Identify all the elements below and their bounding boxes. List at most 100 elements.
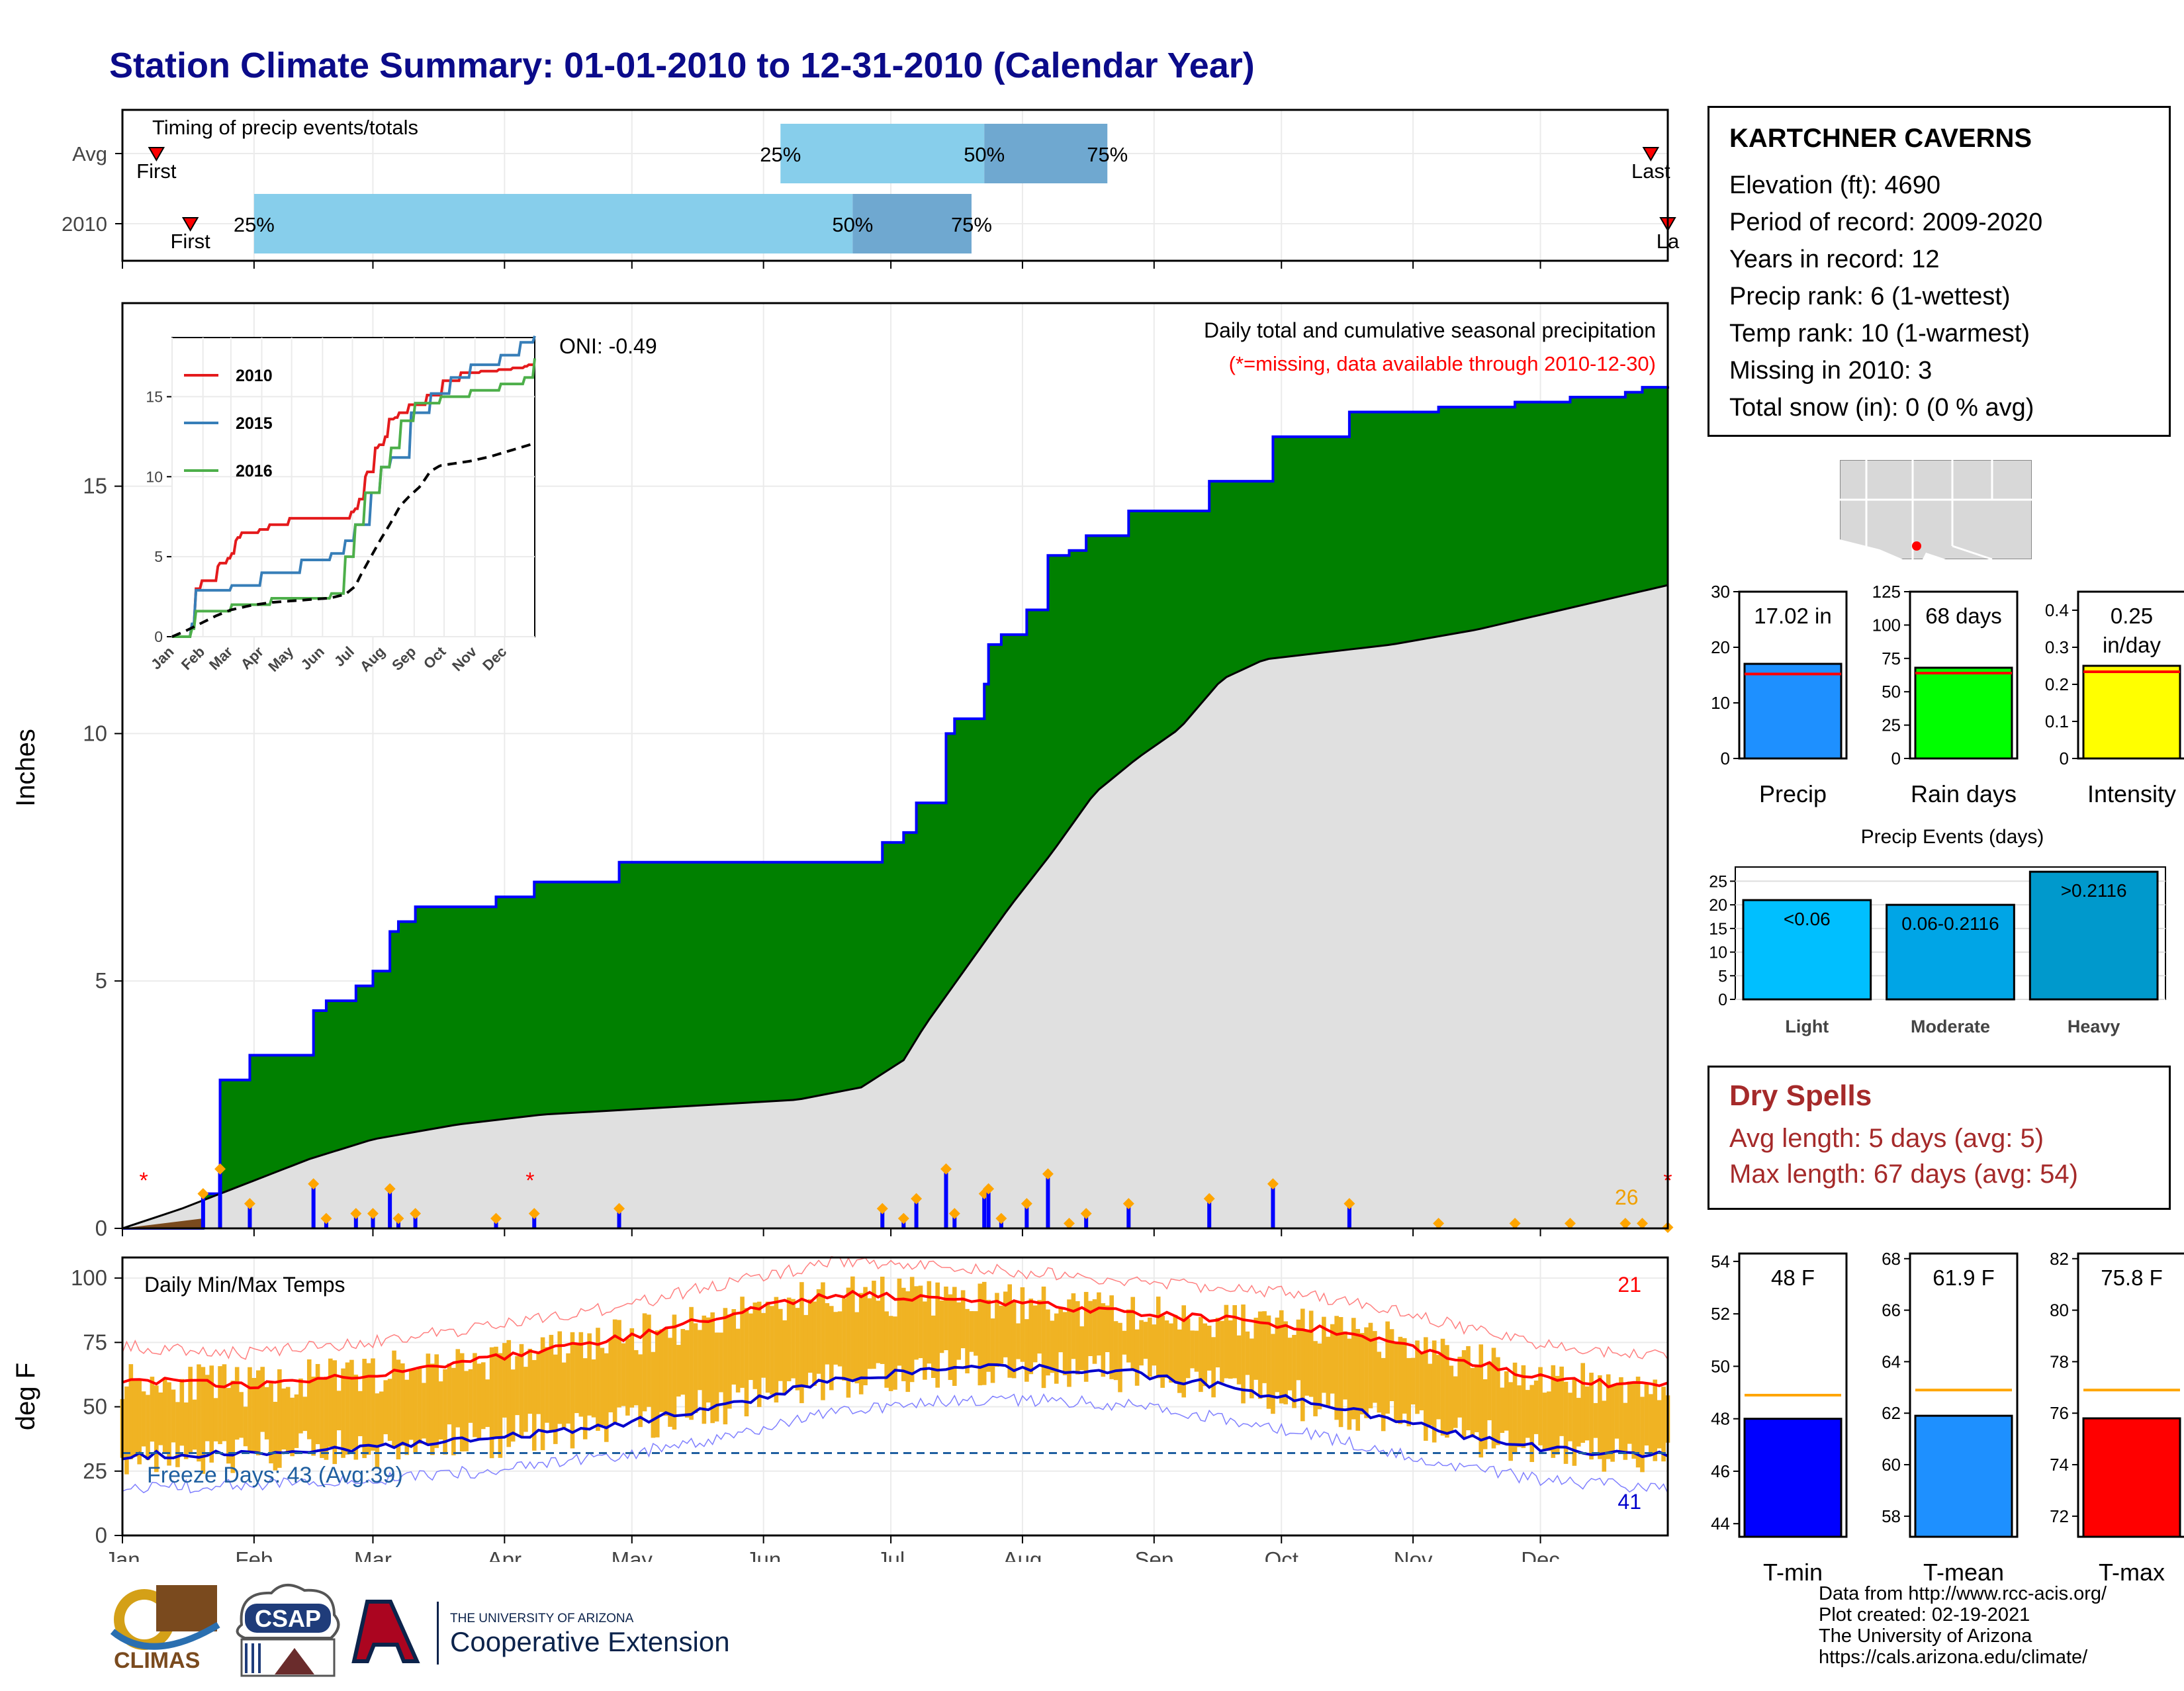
daily-temp-range-bar — [999, 1305, 1004, 1364]
daily-temp-range-bar — [1011, 1301, 1017, 1379]
precip-summary-value-bar — [1743, 663, 1843, 760]
timing-label: Timing of precip events/totals — [152, 116, 418, 139]
daily-temp-range-bar — [1368, 1322, 1373, 1408]
first-event-marker — [181, 217, 199, 232]
daily-temp-range-bar — [566, 1353, 570, 1424]
precip-annotation: Daily total and cumulative seasonal prec… — [1204, 318, 1656, 342]
daily-temp-range-bar — [672, 1314, 677, 1430]
daily-temp-range-bar — [519, 1344, 524, 1437]
daily-temp-range-bar — [251, 1377, 257, 1453]
daily-temp-range-bar — [1206, 1325, 1212, 1371]
daily-temp-range-bar — [1364, 1327, 1369, 1418]
daily-precip-bar — [1126, 1203, 1131, 1228]
daily-temp-range-bar — [1322, 1316, 1326, 1393]
daily-temp-range-bar — [888, 1316, 893, 1391]
record-high-line — [122, 1256, 1668, 1360]
intensity-summary-value-label: 0.25 — [2111, 604, 2153, 628]
credit-url: https://cals.arizona.edu/climate/ — [1819, 1647, 2088, 1668]
tmax-summary-y-tick-label: 74 — [2050, 1455, 2069, 1475]
daily-temp-range-bar — [1092, 1299, 1097, 1364]
daily-precip-bar — [914, 1199, 919, 1228]
daily-temp-range-bar — [939, 1300, 944, 1353]
dry-spells-title: Dry Spells — [1729, 1079, 1872, 1112]
daily-temp-range-bar — [294, 1394, 299, 1448]
daily-temp-range-bar — [651, 1351, 656, 1438]
daily-temp-range-bar — [375, 1393, 380, 1468]
daily-temp-range-bar — [825, 1303, 830, 1365]
daily-temp-range-bar — [723, 1308, 728, 1425]
daily-temp-range-bar — [876, 1301, 881, 1363]
daily-temp-range-bar — [897, 1278, 902, 1366]
month-label-dec: Dec — [1521, 1547, 1560, 1562]
daily-temp-range-bar — [570, 1332, 575, 1449]
daily-temp-range-bar — [612, 1319, 617, 1423]
daily-temp-range-bar — [1547, 1391, 1551, 1451]
daily-temp-range-bar — [230, 1381, 236, 1473]
daily-temp-range-bar — [1194, 1330, 1199, 1372]
station-snow: Total snow (in): 0 (0 % avg) — [1729, 394, 2034, 422]
daily-temp-range-bar — [188, 1367, 193, 1453]
daily-precip-bar — [371, 1213, 375, 1228]
daily-temp-range-bar — [1177, 1329, 1182, 1393]
daily-temp-range-bar — [132, 1378, 138, 1457]
daily-temp-range-bar — [498, 1353, 503, 1458]
month-label-feb: Feb — [235, 1547, 273, 1562]
daily-temp-range-bar — [1304, 1330, 1310, 1396]
daily-temp-range-bar — [1351, 1318, 1356, 1420]
daily-temp-range-bar — [863, 1287, 868, 1386]
daily-temp-range-bar — [1257, 1311, 1263, 1399]
daily-temp-range-bar — [328, 1358, 333, 1447]
daily-temp-range-bar — [1424, 1337, 1428, 1441]
tmin-summary-label: T-min — [1763, 1559, 1823, 1586]
daily-temp-range-bar — [842, 1298, 846, 1381]
precip-y-tick-label: 5 — [95, 968, 107, 993]
daily-temp-range-bar — [1139, 1320, 1144, 1366]
intensity-summary-y-tick-label: 0.1 — [2045, 711, 2069, 731]
daily-temp-range-bar — [1512, 1362, 1518, 1454]
daily-temp-range-bar — [1024, 1319, 1029, 1382]
daily-temp-range-bar — [1003, 1291, 1008, 1357]
daily-temp-range-bar — [1563, 1381, 1569, 1464]
daily-temp-range-bar — [812, 1301, 817, 1387]
events-category-moderate: Moderate — [1911, 1017, 1990, 1036]
daily-temp-range-bar — [1228, 1320, 1233, 1379]
daily-temp-range-bar — [944, 1286, 948, 1351]
tmax-summary-y-tick-label: 76 — [2050, 1403, 2069, 1423]
credit-created: Plot created: 02-19-2021 — [1819, 1604, 2030, 1625]
daily-temp-range-bar — [324, 1377, 329, 1460]
daily-temp-range-bar — [158, 1392, 163, 1445]
daily-precip-marker — [350, 1208, 362, 1220]
daily-precip-marker — [1267, 1178, 1279, 1190]
daily-temp-range-bar — [1584, 1386, 1590, 1441]
daily-temp-range-bar — [1440, 1338, 1445, 1436]
daily-temp-range-bar — [778, 1308, 783, 1381]
daily-temp-range-bar — [162, 1377, 167, 1453]
precip-summary-y-tick-label: 10 — [1711, 693, 1730, 713]
daily-temp-range-bar — [264, 1387, 269, 1440]
daily-temp-range-bar — [986, 1299, 991, 1372]
daily-temp-range-bar — [1054, 1313, 1059, 1384]
daily-temp-range-bar — [1457, 1356, 1462, 1418]
daily-temp-range-bar — [1287, 1338, 1293, 1391]
daily-temp-range-bar — [1415, 1340, 1420, 1414]
daily-temp-range-bar — [1105, 1305, 1110, 1353]
daily-temp-range-bar — [668, 1338, 672, 1427]
daily-precip-bar — [1207, 1199, 1212, 1228]
daily-temp-range-bar — [175, 1402, 180, 1467]
daily-temp-range-bar — [1410, 1357, 1416, 1405]
rain-days-summary-y-tick-label: 50 — [1882, 682, 1901, 702]
daily-temp-range-bar — [277, 1369, 282, 1468]
daily-temp-range-bar — [931, 1315, 936, 1379]
daily-temp-range-bar — [1385, 1321, 1390, 1414]
daily-temp-range-bar — [205, 1375, 210, 1441]
first-event-marker — [148, 147, 165, 161]
temp-y-tick-label: 75 — [83, 1330, 107, 1354]
daily-temp-range-bar — [1525, 1390, 1530, 1438]
daily-precip-marker — [528, 1208, 540, 1220]
daily-temp-range-bar — [1475, 1365, 1479, 1432]
tmax-summary-y-tick-label: 82 — [2050, 1249, 2069, 1269]
tmax-summary-y-tick-label: 80 — [2050, 1301, 2069, 1320]
daily-temp-range-bar — [213, 1398, 218, 1441]
events-category-heavy: Heavy — [2068, 1017, 2120, 1036]
